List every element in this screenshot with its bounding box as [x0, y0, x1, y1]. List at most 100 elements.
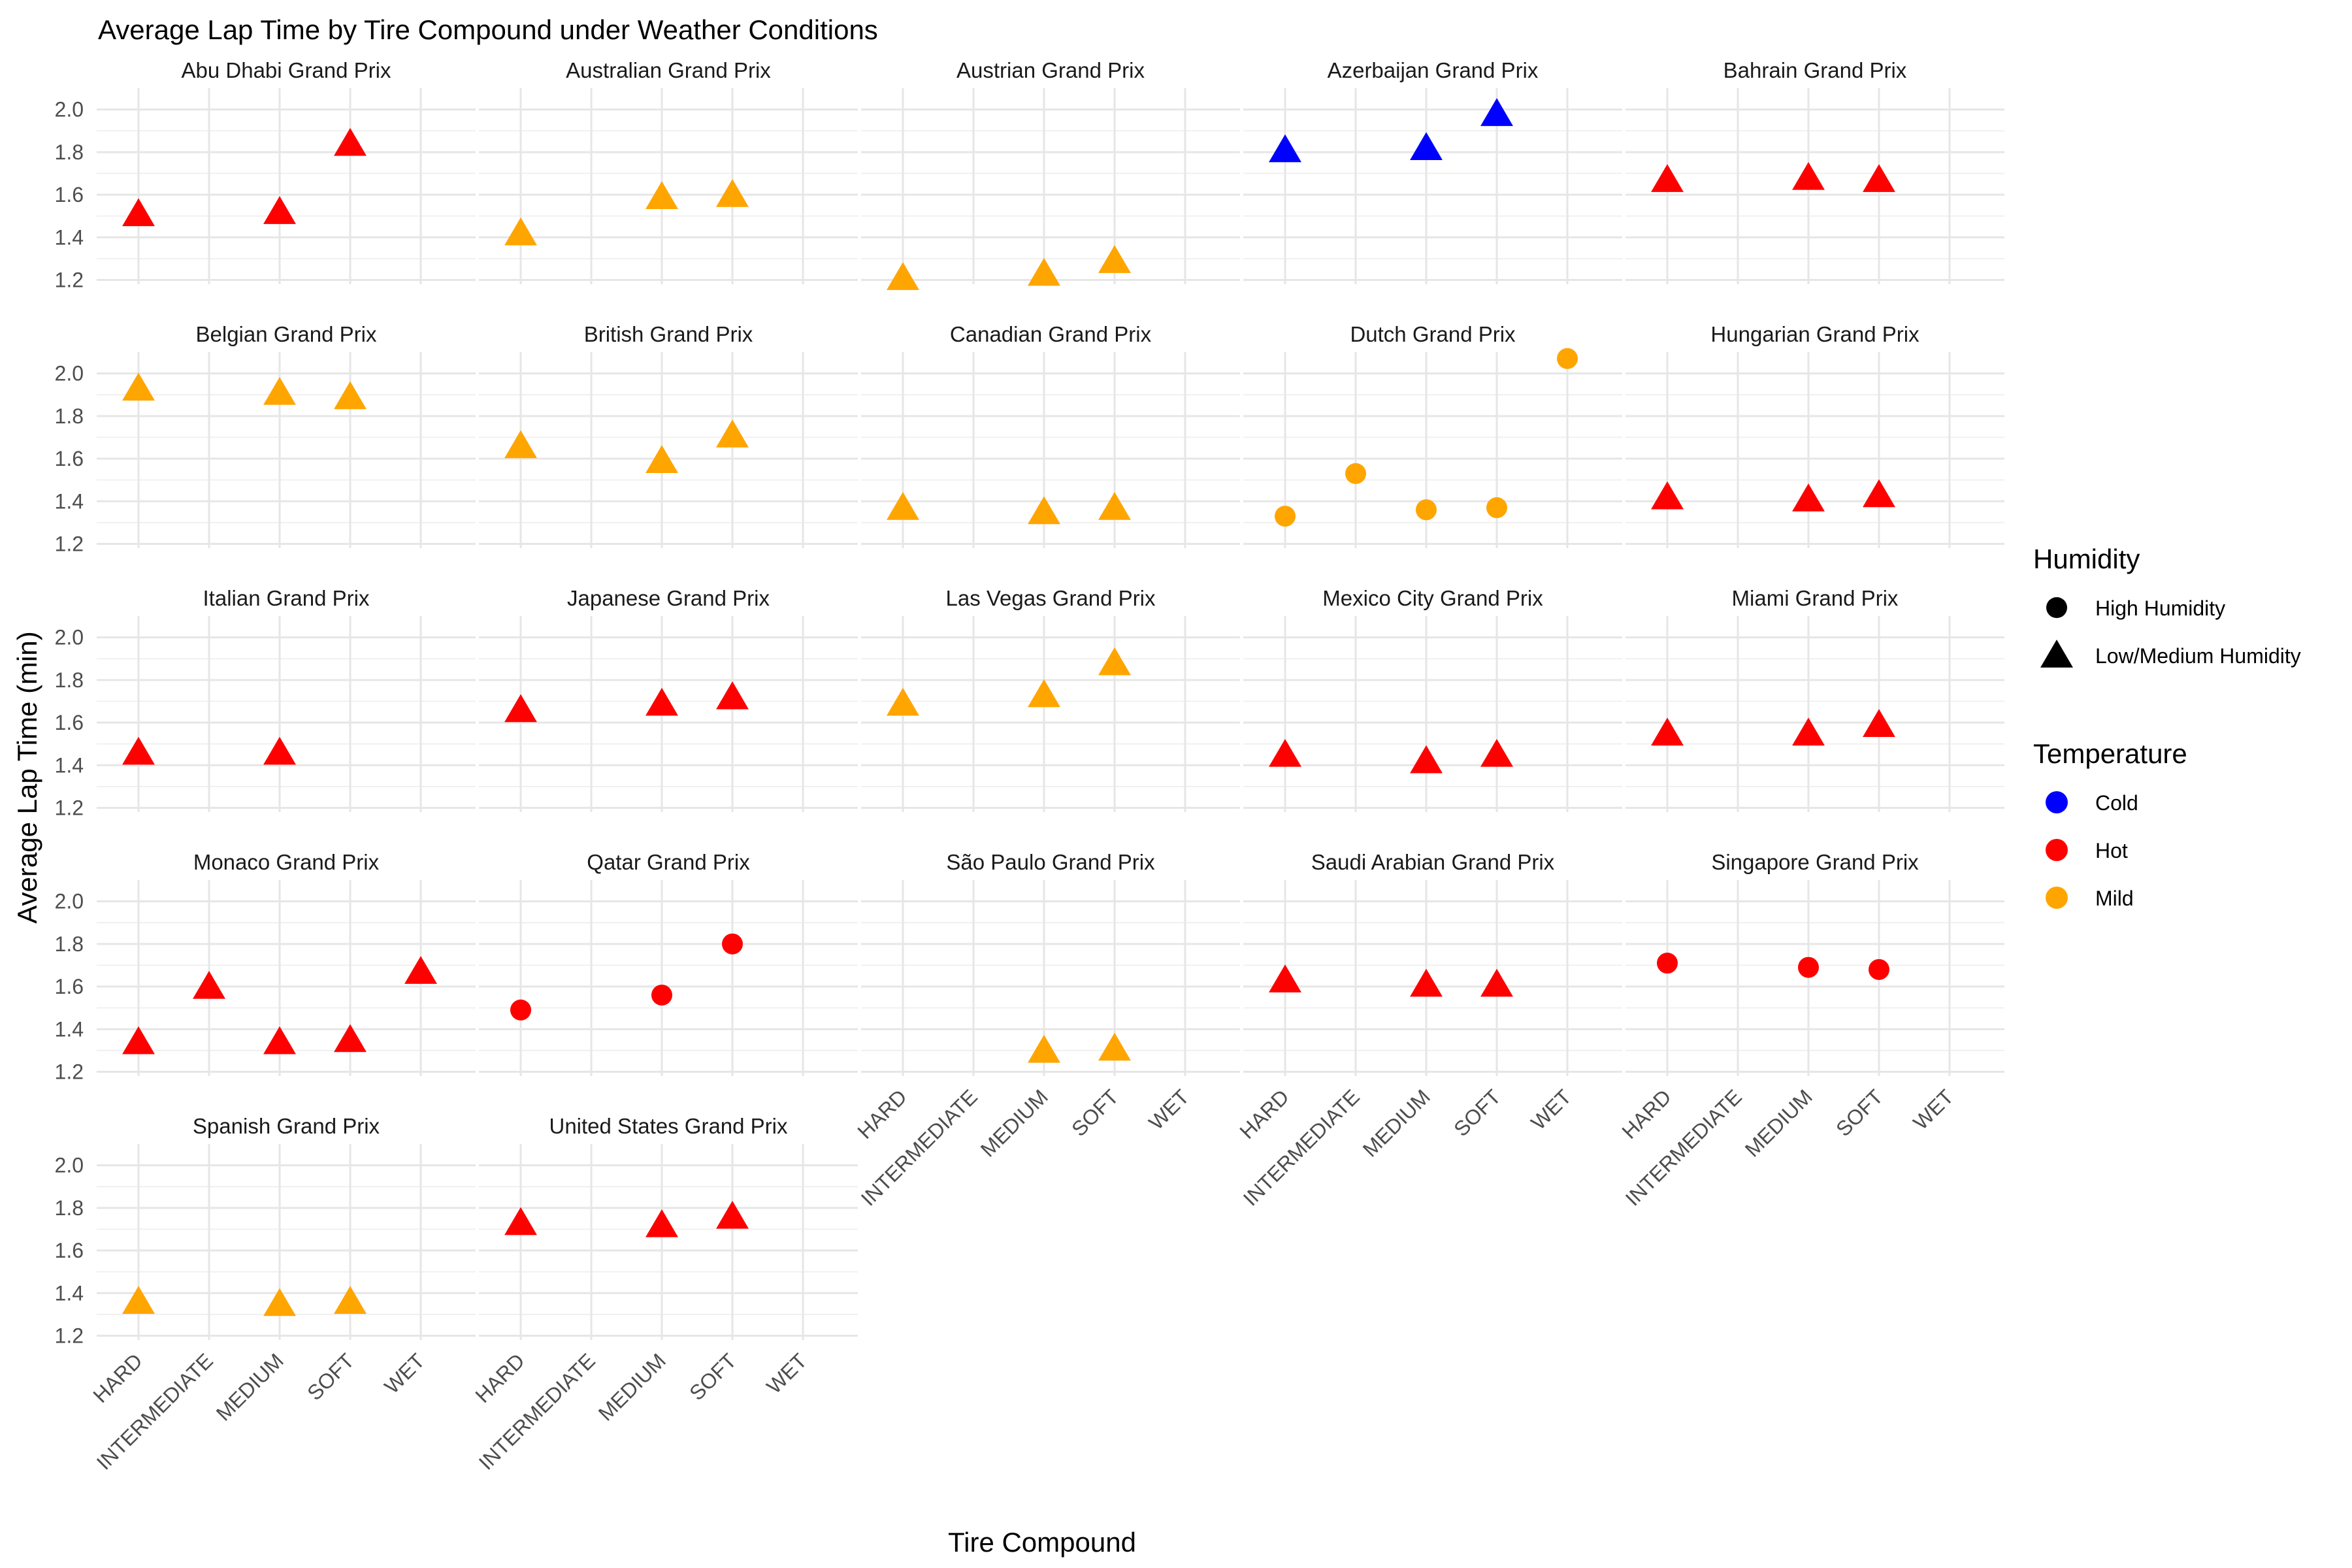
x-tick-label: WET [1908, 1085, 1958, 1134]
data-point [263, 736, 296, 765]
data-point [263, 376, 296, 405]
x-tick-label: SOFT [1067, 1085, 1123, 1141]
facet-title: Spanish Grand Prix [193, 1114, 380, 1138]
data-point [504, 1207, 537, 1235]
data-point [1657, 953, 1678, 974]
data-point [887, 492, 919, 520]
data-point [1028, 257, 1060, 286]
data-point [651, 985, 672, 1006]
data-point [122, 1026, 155, 1054]
facet-title: Qatar Grand Prix [587, 850, 750, 874]
x-tick-label: SOFT [685, 1348, 741, 1405]
x-tick-label: MEDIUM [212, 1348, 288, 1425]
data-point [1480, 968, 1513, 997]
data-point [1792, 483, 1825, 512]
data-point [1275, 506, 1296, 527]
data-point [1792, 161, 1825, 190]
legend-key-color [2046, 791, 2068, 813]
data-point [645, 181, 678, 210]
y-tick-label: 2.0 [55, 362, 84, 385]
facet-title: Canadian Grand Prix [950, 322, 1152, 346]
facet-title: Australian Grand Prix [566, 58, 771, 82]
data-point [1028, 496, 1060, 525]
data-point [1269, 738, 1301, 767]
data-point [510, 999, 531, 1021]
y-tick-label: 1.6 [55, 711, 84, 734]
data-point [1486, 497, 1507, 519]
y-tick-label: 1.2 [55, 796, 84, 819]
x-tick-label: HARD [88, 1348, 147, 1407]
x-tick-label: MEDIUM [976, 1085, 1053, 1161]
facet-panel: Monaco Grand Prix 1.2 1.4 1.6 1.8 2.0 [55, 850, 476, 1083]
y-tick-label: 1.4 [55, 1017, 84, 1041]
data-point [263, 1026, 296, 1054]
facet-title: Singapore Grand Prix [1711, 850, 1919, 874]
facet-panel: São Paulo Grand Prix [861, 850, 1240, 1076]
y-tick-label: 1.8 [55, 140, 84, 164]
data-point [1410, 968, 1443, 997]
facet-title: Saudi Arabian Grand Prix [1311, 850, 1555, 874]
x-tick-label: MEDIUM [1358, 1085, 1435, 1161]
facet-panels: Abu Dhabi Grand Prix 1.2 1.4 1.6 1.8 2.0 Austr… [55, 58, 2004, 1347]
data-point [193, 971, 225, 999]
data-point [1416, 499, 1437, 521]
facet-panel: Mexico City Grand Prix [1243, 586, 1622, 812]
facet-title: Mexico City Grand Prix [1322, 586, 1543, 610]
facet-title: São Paulo Grand Prix [946, 850, 1155, 874]
facet-panel: Azerbaijan Grand Prix [1243, 58, 1622, 284]
data-point [1480, 738, 1513, 767]
data-point [1798, 956, 1819, 978]
y-tick-label: 1.2 [55, 532, 84, 555]
data-point [404, 956, 437, 984]
facet-panel: Canadian Grand Prix [861, 322, 1240, 548]
y-tick-label: 2.0 [55, 626, 84, 649]
facet-title: Dutch Grand Prix [1350, 322, 1516, 346]
data-point [887, 262, 919, 290]
data-point [716, 681, 749, 710]
data-point [1345, 463, 1366, 484]
data-point [1651, 164, 1684, 192]
y-axis-title: Average Lap Time (min) [12, 631, 42, 923]
y-tick-label: 2.0 [55, 890, 84, 913]
data-point [1269, 964, 1301, 992]
y-tick-label: 2.0 [55, 98, 84, 122]
facet-panel: Italian Grand Prix 1.2 1.4 1.6 1.8 2.0 [55, 586, 476, 819]
data-point [887, 687, 919, 716]
y-tick-label: 1.6 [55, 975, 84, 998]
legend-key-color [2046, 887, 2068, 909]
legend-key-circle [2046, 597, 2067, 618]
y-tick-label: 1.6 [55, 1239, 84, 1262]
chart-title: Average Lap Time by Tire Compound under … [98, 14, 878, 45]
data-point [645, 687, 678, 716]
facet-panel: Saudi Arabian Grand Prix [1243, 850, 1622, 1076]
x-tick-label: MEDIUM [594, 1348, 670, 1425]
data-point [1651, 717, 1684, 746]
facet-panel: Spanish Grand Prix 1.2 1.4 1.6 1.8 2.0 [55, 1114, 476, 1347]
facet-title: British Grand Prix [584, 322, 753, 346]
data-point [504, 694, 537, 723]
data-point [1863, 479, 1895, 508]
y-tick-label: 1.2 [55, 1060, 84, 1083]
x-axis-title: Tire Compound [948, 1527, 1136, 1558]
data-point [1792, 717, 1825, 746]
data-point [504, 430, 537, 459]
data-point [122, 1286, 155, 1315]
facet-panel: Qatar Grand Prix [479, 850, 858, 1076]
facet-panel: Las Vegas Grand Prix [861, 586, 1240, 812]
facet-title: Italian Grand Prix [203, 586, 370, 610]
facet-panel: Abu Dhabi Grand Prix 1.2 1.4 1.6 1.8 2.0 [55, 58, 476, 291]
data-point [1269, 134, 1301, 163]
data-point [1098, 647, 1131, 676]
data-point [722, 933, 743, 955]
data-point [1098, 1032, 1131, 1061]
y-tick-label: 1.2 [55, 268, 84, 291]
data-point [1028, 1034, 1060, 1063]
x-tick-label: WET [762, 1348, 811, 1398]
data-point [1410, 745, 1443, 774]
y-tick-label: 1.6 [55, 183, 84, 206]
data-point [334, 127, 367, 156]
x-tick-label: SOFT [1449, 1085, 1505, 1141]
data-point [334, 1286, 367, 1315]
legend-label: Hot [2095, 839, 2128, 862]
